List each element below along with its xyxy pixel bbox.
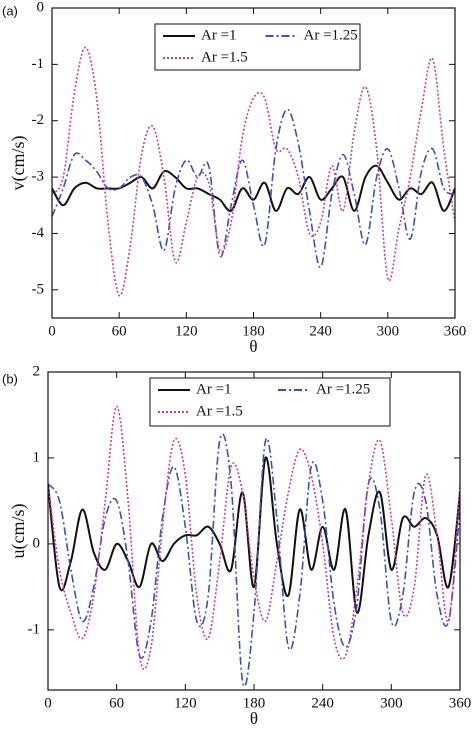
legend-label: Ar =1.25 xyxy=(304,27,358,43)
panel-label: (b) xyxy=(2,371,18,386)
panel-label: (a) xyxy=(2,3,18,18)
y-tick-label: 0 xyxy=(33,535,41,551)
plot-frame xyxy=(47,371,461,691)
y-tick-label: 2 xyxy=(33,363,41,379)
x-tick-label: 0 xyxy=(44,695,52,711)
y-tick-label: 0 xyxy=(37,0,45,15)
legend-label: Ar =1 xyxy=(201,27,237,43)
x-tick-label: 300 xyxy=(380,695,403,711)
x-tick-label: 180 xyxy=(242,323,265,339)
y-tick-label: 1 xyxy=(33,449,41,465)
legend-box xyxy=(154,23,361,71)
series-line xyxy=(48,405,460,671)
x-tick-label: 60 xyxy=(109,695,124,711)
y-tick-label: -2 xyxy=(32,112,45,128)
legend-label: Ar =1 xyxy=(196,381,232,397)
x-tick-label: 0 xyxy=(48,323,56,339)
x-tick-label: 360 xyxy=(444,323,467,339)
series-line xyxy=(48,456,460,614)
x-tick-label: 300 xyxy=(377,323,400,339)
y-tick-label: -4 xyxy=(32,225,45,241)
y-axis-label: u(cm/s) xyxy=(8,504,29,559)
x-tick-label: 60 xyxy=(112,323,127,339)
y-axis-label: v(cm/s) xyxy=(8,136,29,191)
x-tick-label: 240 xyxy=(311,695,334,711)
series-line xyxy=(48,433,460,688)
x-tick-label: 120 xyxy=(174,695,197,711)
y-tick-label: -1 xyxy=(28,621,41,637)
legend-label: Ar =1.5 xyxy=(201,49,248,65)
y-tick-label: -1 xyxy=(32,56,45,72)
y-tick-label: -5 xyxy=(32,281,45,297)
y-tick-label: -3 xyxy=(32,169,45,185)
plot-frame xyxy=(51,7,456,319)
legend-label: Ar =1.5 xyxy=(196,403,243,419)
x-axis-label: θ xyxy=(249,337,257,356)
x-tick-label: 120 xyxy=(175,323,198,339)
series-line xyxy=(52,108,455,269)
x-axis-label: θ xyxy=(250,709,258,728)
x-tick-label: 240 xyxy=(309,323,332,339)
x-tick-label: 180 xyxy=(243,695,266,711)
legend-box xyxy=(149,377,391,427)
series-line xyxy=(52,46,455,297)
x-tick-label: 360 xyxy=(449,695,472,711)
legend-label: Ar =1.25 xyxy=(316,381,370,397)
